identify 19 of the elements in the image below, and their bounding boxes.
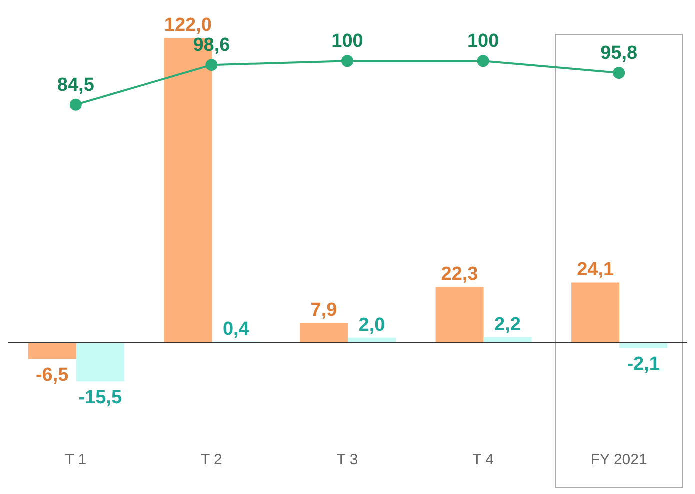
x-tick-label: T 1 xyxy=(65,452,87,469)
data-label: 84,5 xyxy=(57,74,95,96)
data-label: 2,2 xyxy=(494,314,521,336)
x-tick-label: T 2 xyxy=(200,452,222,469)
x-tick-label: T 4 xyxy=(472,452,494,469)
data-label: 22,3 xyxy=(441,264,478,286)
x-tick-label: T 3 xyxy=(336,452,358,469)
data-label: 7,9 xyxy=(310,300,338,322)
data-label: 0,4 xyxy=(222,318,250,340)
data-label: -2,1 xyxy=(627,354,660,376)
data-label: 2,0 xyxy=(358,314,386,336)
data-label: 100 xyxy=(332,31,364,52)
data-label: 122,0 xyxy=(164,15,212,36)
data-label: 24,1 xyxy=(577,260,614,281)
data-label: 95,8 xyxy=(600,42,638,64)
data-label: -6,5 xyxy=(36,365,70,386)
data-label: 100 xyxy=(467,31,500,52)
x-tick-label: FY 2021 xyxy=(590,452,648,469)
data-label: -15,5 xyxy=(78,388,122,409)
